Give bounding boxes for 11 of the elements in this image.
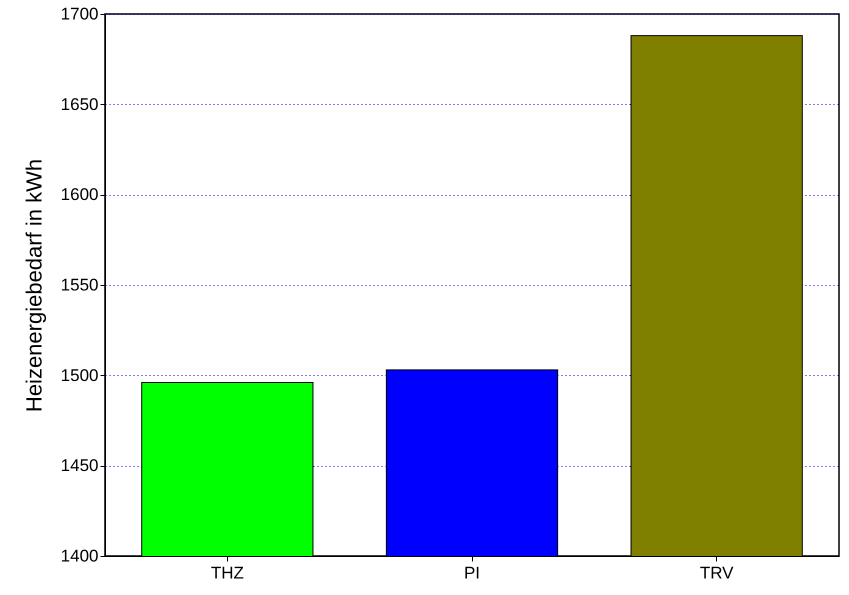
y-axis-title: Heizenergiebedarf in kWh — [22, 158, 47, 412]
x-tick-label: TRV — [700, 564, 734, 582]
y-tick-label: 1400 — [60, 546, 98, 566]
y-tick-label: 1700 — [60, 4, 98, 24]
y-tick-label: 1600 — [60, 185, 98, 204]
y-tick-label: 1500 — [60, 366, 98, 385]
y-tick-label: 1550 — [60, 276, 98, 294]
y-tick-label: 1650 — [60, 94, 98, 114]
x-tick-label: THZ — [210, 564, 244, 582]
x-tick-label: PI — [464, 564, 480, 582]
y-tick-label: 1450 — [60, 456, 98, 476]
